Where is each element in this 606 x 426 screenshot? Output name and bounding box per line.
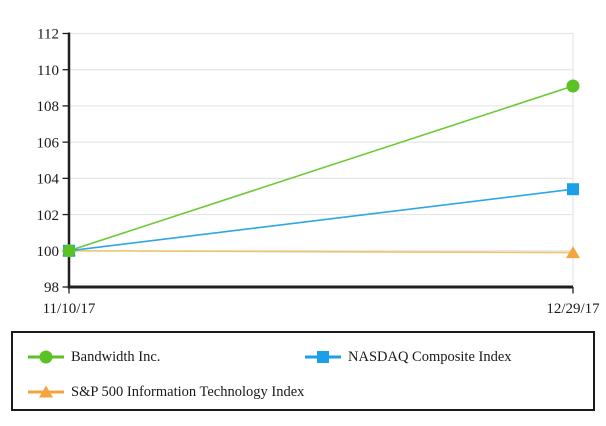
series-line-sp500-information-technology <box>68 249 574 254</box>
circle-marker-icon <box>28 350 64 364</box>
square-marker-icon <box>305 351 341 363</box>
legend-label: S&P 500 Information Technology Index <box>71 383 305 400</box>
legend-item-nasdaq-composite: NASDAQ Composite Index <box>305 342 593 372</box>
legend-label: NASDAQ Composite Index <box>348 348 512 365</box>
y-axis-label: 104 <box>37 172 60 188</box>
series-point-bandwidth <box>62 244 76 258</box>
y-axis-label: 100 <box>37 244 60 260</box>
y-axis-label: 110 <box>37 63 59 79</box>
y-axis-label: 112 <box>37 27 59 43</box>
y-axis-label: 106 <box>37 135 60 151</box>
series-point-bandwidth <box>566 79 580 93</box>
series-point-sp500-information-technology <box>566 246 580 259</box>
triangle-marker-icon <box>28 385 64 398</box>
series-line-bandwidth <box>68 85 574 252</box>
legend-item-bandwidth: Bandwidth Inc. <box>28 342 305 372</box>
y-axis-label: 108 <box>37 99 60 115</box>
performance-chart: 98 100 102 104 106 108 110 112 11/10/17 12/29/17 <box>37 27 601 317</box>
legend-label: Bandwidth Inc. <box>71 348 161 365</box>
x-axis-label: 12/29/17 <box>546 301 600 317</box>
series-line-nasdaq-composite <box>68 188 574 252</box>
series-point-nasdaq-composite <box>567 183 579 196</box>
y-axis-label: 102 <box>37 208 60 224</box>
y-axis-label: 98 <box>44 280 59 296</box>
chart-legend: Bandwidth Inc. NASDAQ Composite Index S&P … <box>11 331 595 411</box>
legend-item-sp500-information-technology: S&P 500 Information Technology Index <box>28 377 305 407</box>
x-axis-label: 11/10/17 <box>43 301 96 317</box>
